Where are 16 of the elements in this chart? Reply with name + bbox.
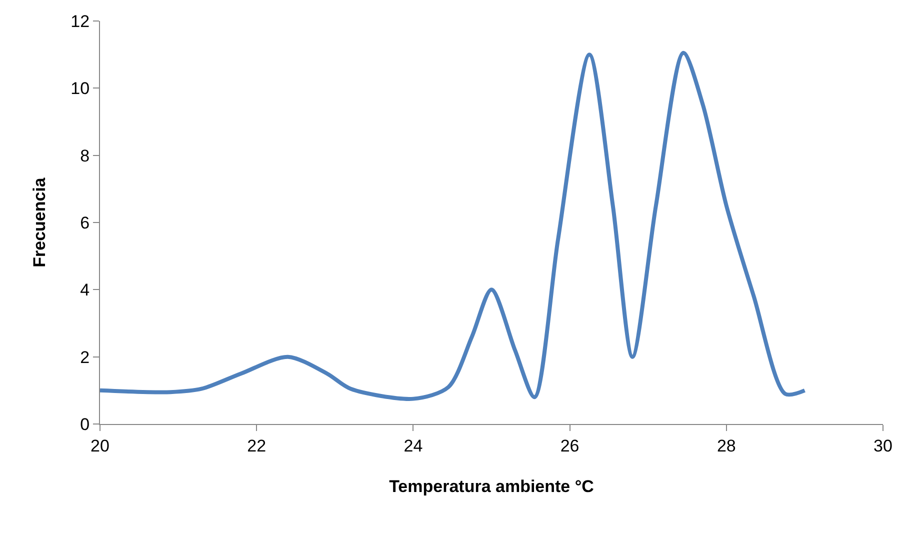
y-tick-label: 8 — [80, 146, 90, 166]
y-axis-title: Frecuencia — [30, 177, 50, 268]
y-tick-label: 4 — [80, 280, 90, 300]
x-tick-label: 24 — [404, 436, 423, 456]
y-tick-label: 0 — [80, 414, 90, 434]
x-tick-label: 30 — [874, 436, 892, 456]
x-tick-label: 20 — [90, 436, 110, 456]
x-tick-label: 28 — [716, 436, 736, 456]
x-tick-label: 22 — [247, 436, 266, 456]
x-tick-label: 26 — [560, 436, 580, 456]
y-tick-label: 12 — [70, 12, 90, 31]
line-series — [100, 50, 807, 401]
y-tick-label: 2 — [80, 348, 90, 367]
x-axis-title: Temperatura ambiente °C — [389, 476, 594, 496]
y-tick-label: 6 — [80, 213, 90, 232]
y-tick-label: 10 — [70, 79, 90, 98]
